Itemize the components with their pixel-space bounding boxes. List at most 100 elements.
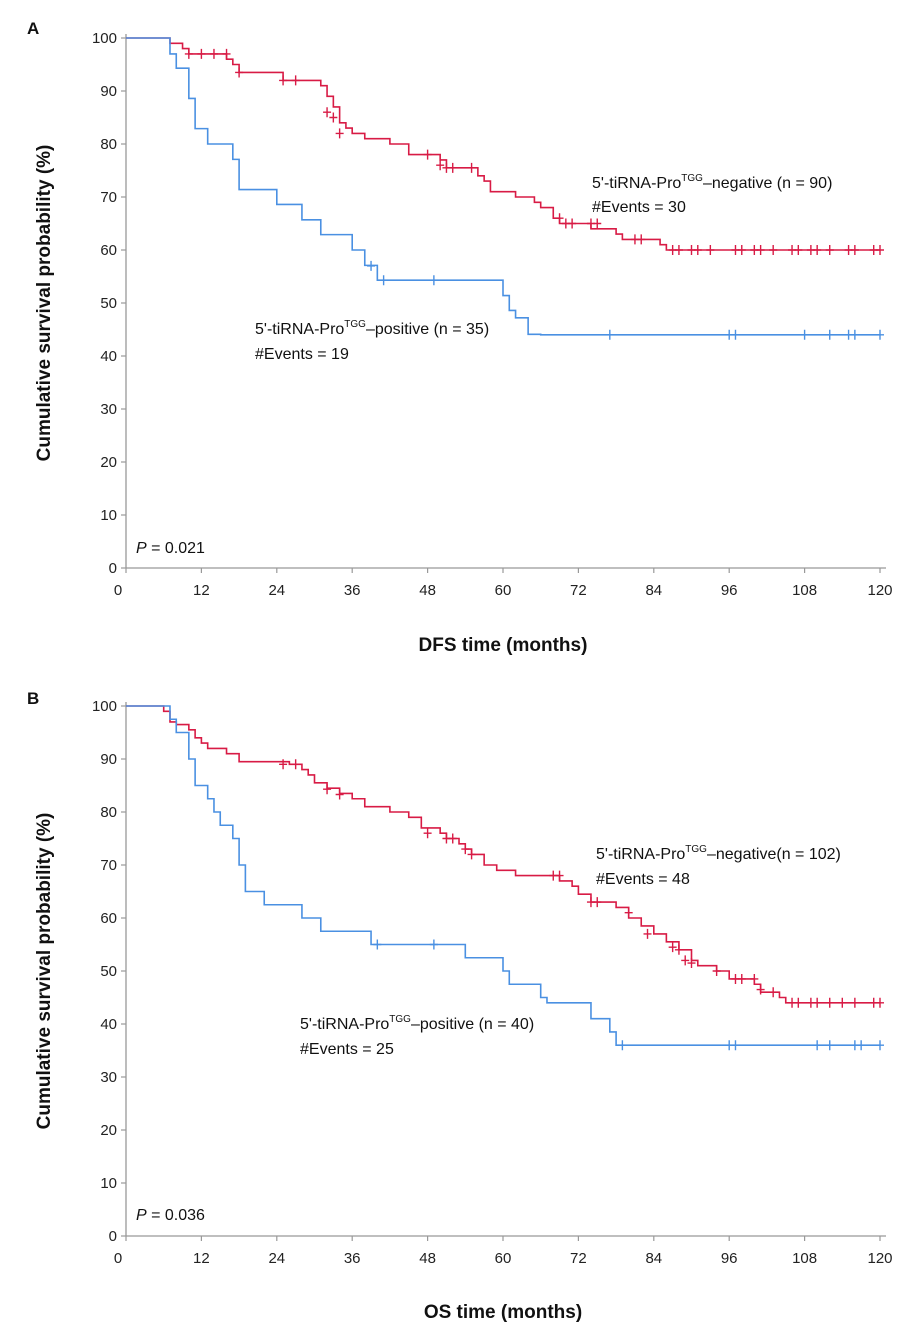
- censor-mark: [857, 1040, 866, 1051]
- censor-mark: [850, 329, 859, 340]
- x-axis-label: DFS time (months): [419, 635, 588, 656]
- x-tick-label: 72: [570, 582, 587, 599]
- series-label-prefix: 5'-tiRNA-Pro: [596, 846, 685, 863]
- censor-mark: [687, 958, 696, 969]
- p-value-label: P = 0.036: [136, 1207, 205, 1224]
- censor-mark: [674, 245, 683, 255]
- censor-mark: [379, 275, 388, 286]
- x-tick-label: 108: [792, 582, 817, 599]
- censor-mark: [756, 245, 765, 255]
- censor-mark: [838, 997, 847, 1008]
- censor-mark: [618, 1040, 627, 1051]
- p-symbol: P: [136, 1207, 147, 1224]
- censor-mark: [693, 245, 702, 255]
- censor-mark: [674, 944, 683, 955]
- censor-mark: [800, 329, 809, 340]
- censor-mark: [624, 907, 633, 918]
- series-label-prefix: 5'-tiRNA-Pro: [592, 175, 681, 192]
- series-label-prefix: 5'-tiRNA-Pro: [300, 1016, 389, 1033]
- x-tick-label: 48: [419, 1250, 436, 1267]
- y-tick-label: 100: [92, 698, 117, 715]
- series-label-superscript: TGG: [685, 844, 707, 855]
- y-tick-label: 80: [100, 136, 117, 153]
- x-tick-label: 96: [721, 582, 738, 599]
- censor-mark: [737, 245, 746, 255]
- series-label-suffix: –negative (n = 90): [703, 175, 832, 192]
- y-tick-label: 70: [100, 189, 117, 206]
- x-tick-label: 84: [645, 582, 662, 599]
- y-tick-label: 90: [100, 83, 117, 100]
- y-tick-label: 30: [100, 1069, 117, 1086]
- p-value-text: = 0.021: [147, 540, 205, 557]
- x-tick-label: 0: [114, 1250, 122, 1267]
- y-tick-label: 40: [100, 1016, 117, 1033]
- censor-mark: [235, 67, 244, 78]
- series-label-suffix: –positive (n = 35): [366, 321, 489, 338]
- y-tick-label: 20: [100, 1122, 117, 1139]
- y-tick-label: 40: [100, 348, 117, 365]
- series-label: 5'-tiRNA-ProTGG–positive (n = 40): [300, 1014, 534, 1033]
- censor-mark: [373, 939, 382, 950]
- censor-mark: [756, 984, 765, 995]
- series-label: 5'-tiRNA-ProTGG–negative (n = 90): [592, 173, 832, 192]
- censor-mark: [850, 997, 859, 1008]
- y-tick-label: 50: [100, 295, 117, 312]
- censor-mark: [794, 997, 803, 1008]
- censor-mark: [461, 844, 470, 855]
- censor-mark: [467, 849, 476, 860]
- panel-label: A: [27, 19, 39, 38]
- x-tick-label: 36: [344, 582, 361, 599]
- censor-mark: [668, 942, 677, 953]
- censor-mark: [448, 833, 457, 844]
- y-tick-label: 70: [100, 857, 117, 874]
- y-axis-label: Cumulative survival probability (%): [34, 813, 55, 1130]
- series-label-superscript: TGG: [344, 319, 366, 330]
- censor-mark: [568, 218, 577, 229]
- x-tick-label: 12: [193, 582, 210, 599]
- y-tick-label: 60: [100, 910, 117, 927]
- km-series-positive: 5'-tiRNA-ProTGG–positive (n = 35)#Events…: [126, 37, 884, 363]
- censor-mark: [643, 928, 652, 939]
- y-tick-label: 0: [109, 1228, 117, 1245]
- censor-mark: [279, 75, 288, 86]
- censor-mark: [335, 789, 344, 800]
- censor-mark: [423, 149, 432, 160]
- censor-mark: [825, 329, 834, 340]
- y-tick-label: 10: [100, 1175, 117, 1192]
- censor-mark: [423, 828, 432, 839]
- censor-mark: [876, 245, 884, 255]
- series-label-prefix: 5'-tiRNA-Pro: [255, 321, 344, 338]
- censor-mark: [876, 997, 884, 1008]
- censor-mark: [593, 897, 602, 908]
- km-series-negative: 5'-tiRNA-ProTGG–negative(n = 102) #Events…: [126, 705, 884, 1008]
- censor-mark: [605, 329, 614, 340]
- censor-mark: [323, 107, 332, 118]
- censor-mark: [731, 329, 740, 340]
- censor-mark: [712, 966, 721, 976]
- y-tick-label: 30: [100, 401, 117, 418]
- y-tick-label: 0: [109, 560, 117, 577]
- series-events-label: #Events = 25: [300, 1041, 394, 1058]
- censor-mark: [593, 218, 602, 229]
- censor-mark: [323, 784, 332, 795]
- censor-mark: [467, 162, 476, 173]
- censor-mark: [825, 245, 834, 255]
- censor-mark: [794, 245, 803, 255]
- y-tick-label: 90: [100, 751, 117, 768]
- series-label-superscript: TGG: [389, 1014, 411, 1025]
- censor-mark: [436, 160, 445, 171]
- y-tick-label: 100: [92, 30, 117, 47]
- km-series-negative: 5'-tiRNA-ProTGG–negative (n = 90) #Events…: [126, 37, 884, 255]
- censor-mark: [209, 48, 218, 59]
- censor-mark: [429, 275, 438, 286]
- censor-mark: [825, 997, 834, 1008]
- x-tick-label: 120: [867, 1250, 892, 1267]
- censor-mark: [329, 112, 338, 123]
- censor-mark: [637, 234, 646, 245]
- censor-mark: [825, 1040, 834, 1051]
- series-label-suffix: –positive (n = 40): [411, 1016, 534, 1033]
- x-tick-label: 12: [193, 1250, 210, 1267]
- censor-mark: [279, 759, 288, 770]
- y-tick-label: 50: [100, 963, 117, 980]
- censor-mark: [681, 955, 690, 966]
